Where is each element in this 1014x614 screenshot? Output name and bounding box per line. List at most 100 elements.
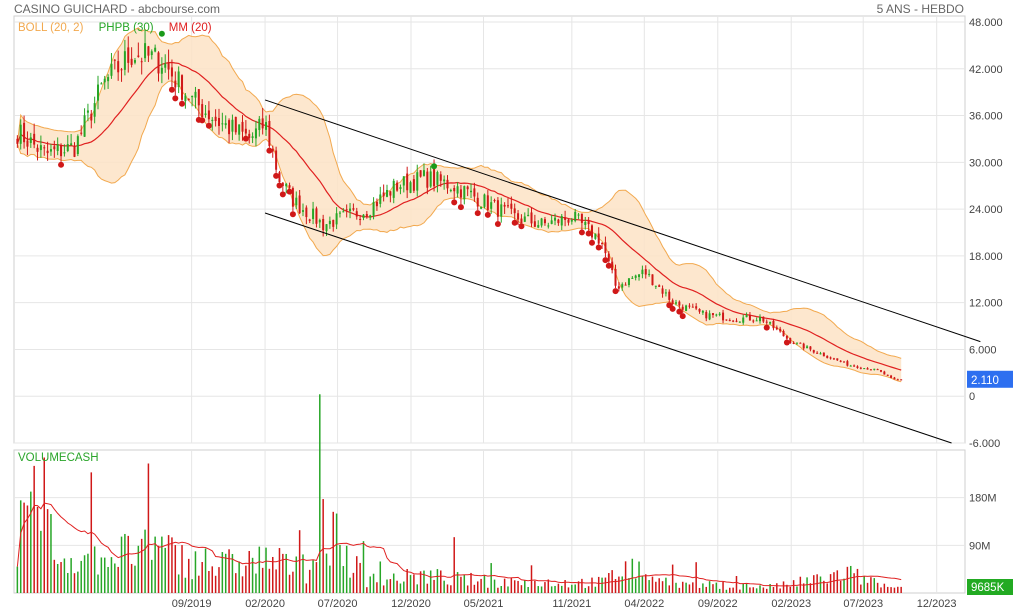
candle-body [543, 219, 546, 224]
signal-dot-down [474, 210, 481, 217]
signal-dot-down [58, 161, 65, 168]
signal-dot-down [676, 308, 683, 315]
volume-bar [897, 586, 899, 593]
candle-body [295, 197, 298, 206]
volume-bar [30, 491, 32, 593]
volume-bar [305, 583, 308, 593]
signal-dot-down [276, 182, 283, 189]
signal-dot-down [168, 86, 175, 93]
candle-body [641, 269, 644, 275]
volume-bar [221, 552, 224, 593]
volume-bar [36, 506, 39, 593]
volume-bar [403, 581, 405, 593]
volume-bar [544, 582, 546, 593]
volume-bar [480, 578, 482, 593]
candle-body [496, 200, 499, 217]
candle-body [426, 171, 429, 188]
x-tick-label: 12/2020 [391, 598, 431, 610]
signal-dot-down [494, 221, 501, 228]
x-tick-label: 09/2022 [698, 598, 738, 610]
volume-bar [483, 574, 486, 593]
volume-bar [406, 569, 408, 593]
volume-bar [769, 583, 771, 593]
volume-bar [288, 574, 291, 593]
candle-body [80, 132, 83, 134]
candle-body [483, 194, 486, 207]
candle-body [73, 146, 76, 157]
volume-bar [493, 579, 496, 593]
x-tick-label: 02/2020 [245, 598, 285, 610]
candle-body [305, 207, 308, 218]
moving-average-line [16, 61, 902, 371]
candle-body [406, 173, 409, 191]
candle-body [456, 186, 459, 194]
candle-body [550, 220, 553, 224]
volume-bar [83, 555, 86, 593]
candle-body [819, 353, 822, 355]
volume-bar [688, 584, 691, 593]
volume-bar [379, 561, 382, 593]
candle-body [785, 335, 788, 339]
signal-dot-down [602, 257, 609, 264]
volume-bar [362, 541, 365, 593]
volume-panel [13, 449, 966, 594]
volume-bar [547, 579, 550, 593]
candle-body [254, 128, 257, 139]
candle-body [564, 217, 567, 220]
volume-bar [268, 568, 271, 593]
volume-bar [718, 588, 721, 593]
candle-body [638, 274, 641, 278]
candle-body [160, 67, 163, 74]
candle-body [36, 147, 39, 152]
volume-bar [765, 588, 768, 593]
signal-dot-down [279, 191, 286, 198]
volume-bar [584, 587, 587, 593]
volume-bar [204, 548, 207, 593]
candle-body [580, 213, 583, 223]
candle-body [664, 292, 667, 294]
volume-bar [248, 550, 250, 593]
volume-bar [255, 573, 257, 593]
volume-bar [120, 536, 123, 593]
volume-bar [26, 505, 29, 593]
x-tick-label: 04/2022 [624, 598, 664, 610]
volume-bar [134, 565, 136, 593]
volume-bar [211, 566, 214, 593]
legend-mm: MM (20) [168, 22, 212, 34]
volume-bar [849, 565, 852, 593]
candle-body [60, 145, 63, 157]
volume-bar [466, 585, 469, 593]
volume-bar [40, 530, 42, 593]
candle-body [241, 121, 244, 132]
candle-body [429, 171, 432, 187]
candle-body [621, 284, 624, 288]
volume-bar [171, 537, 173, 593]
candle-body [594, 233, 597, 239]
candle-body [695, 306, 698, 309]
candle-body [352, 208, 355, 210]
candle-body [473, 188, 476, 197]
candle-body [83, 115, 86, 137]
volume-bar [453, 537, 455, 593]
candle-body [278, 172, 281, 182]
candle-body [789, 338, 792, 344]
candle-body [792, 342, 795, 344]
candle-body [772, 320, 775, 329]
candle-body [130, 58, 133, 65]
candle-body [839, 360, 842, 362]
price-y-tick-label: 42.000 [969, 64, 1003, 76]
candle-body [332, 219, 335, 227]
volume-bar [503, 578, 506, 593]
volume-bar [463, 574, 466, 593]
volume-bar [893, 587, 896, 593]
volume-bar [419, 571, 422, 593]
volume-bar [191, 579, 193, 593]
candle-body [385, 189, 389, 197]
volume-bar [426, 583, 429, 593]
volume-bar [392, 573, 395, 593]
candle-body [103, 78, 106, 83]
candle-body [883, 371, 886, 375]
candle-body [342, 211, 345, 213]
candle-body [33, 133, 36, 145]
candle-body [732, 320, 735, 322]
